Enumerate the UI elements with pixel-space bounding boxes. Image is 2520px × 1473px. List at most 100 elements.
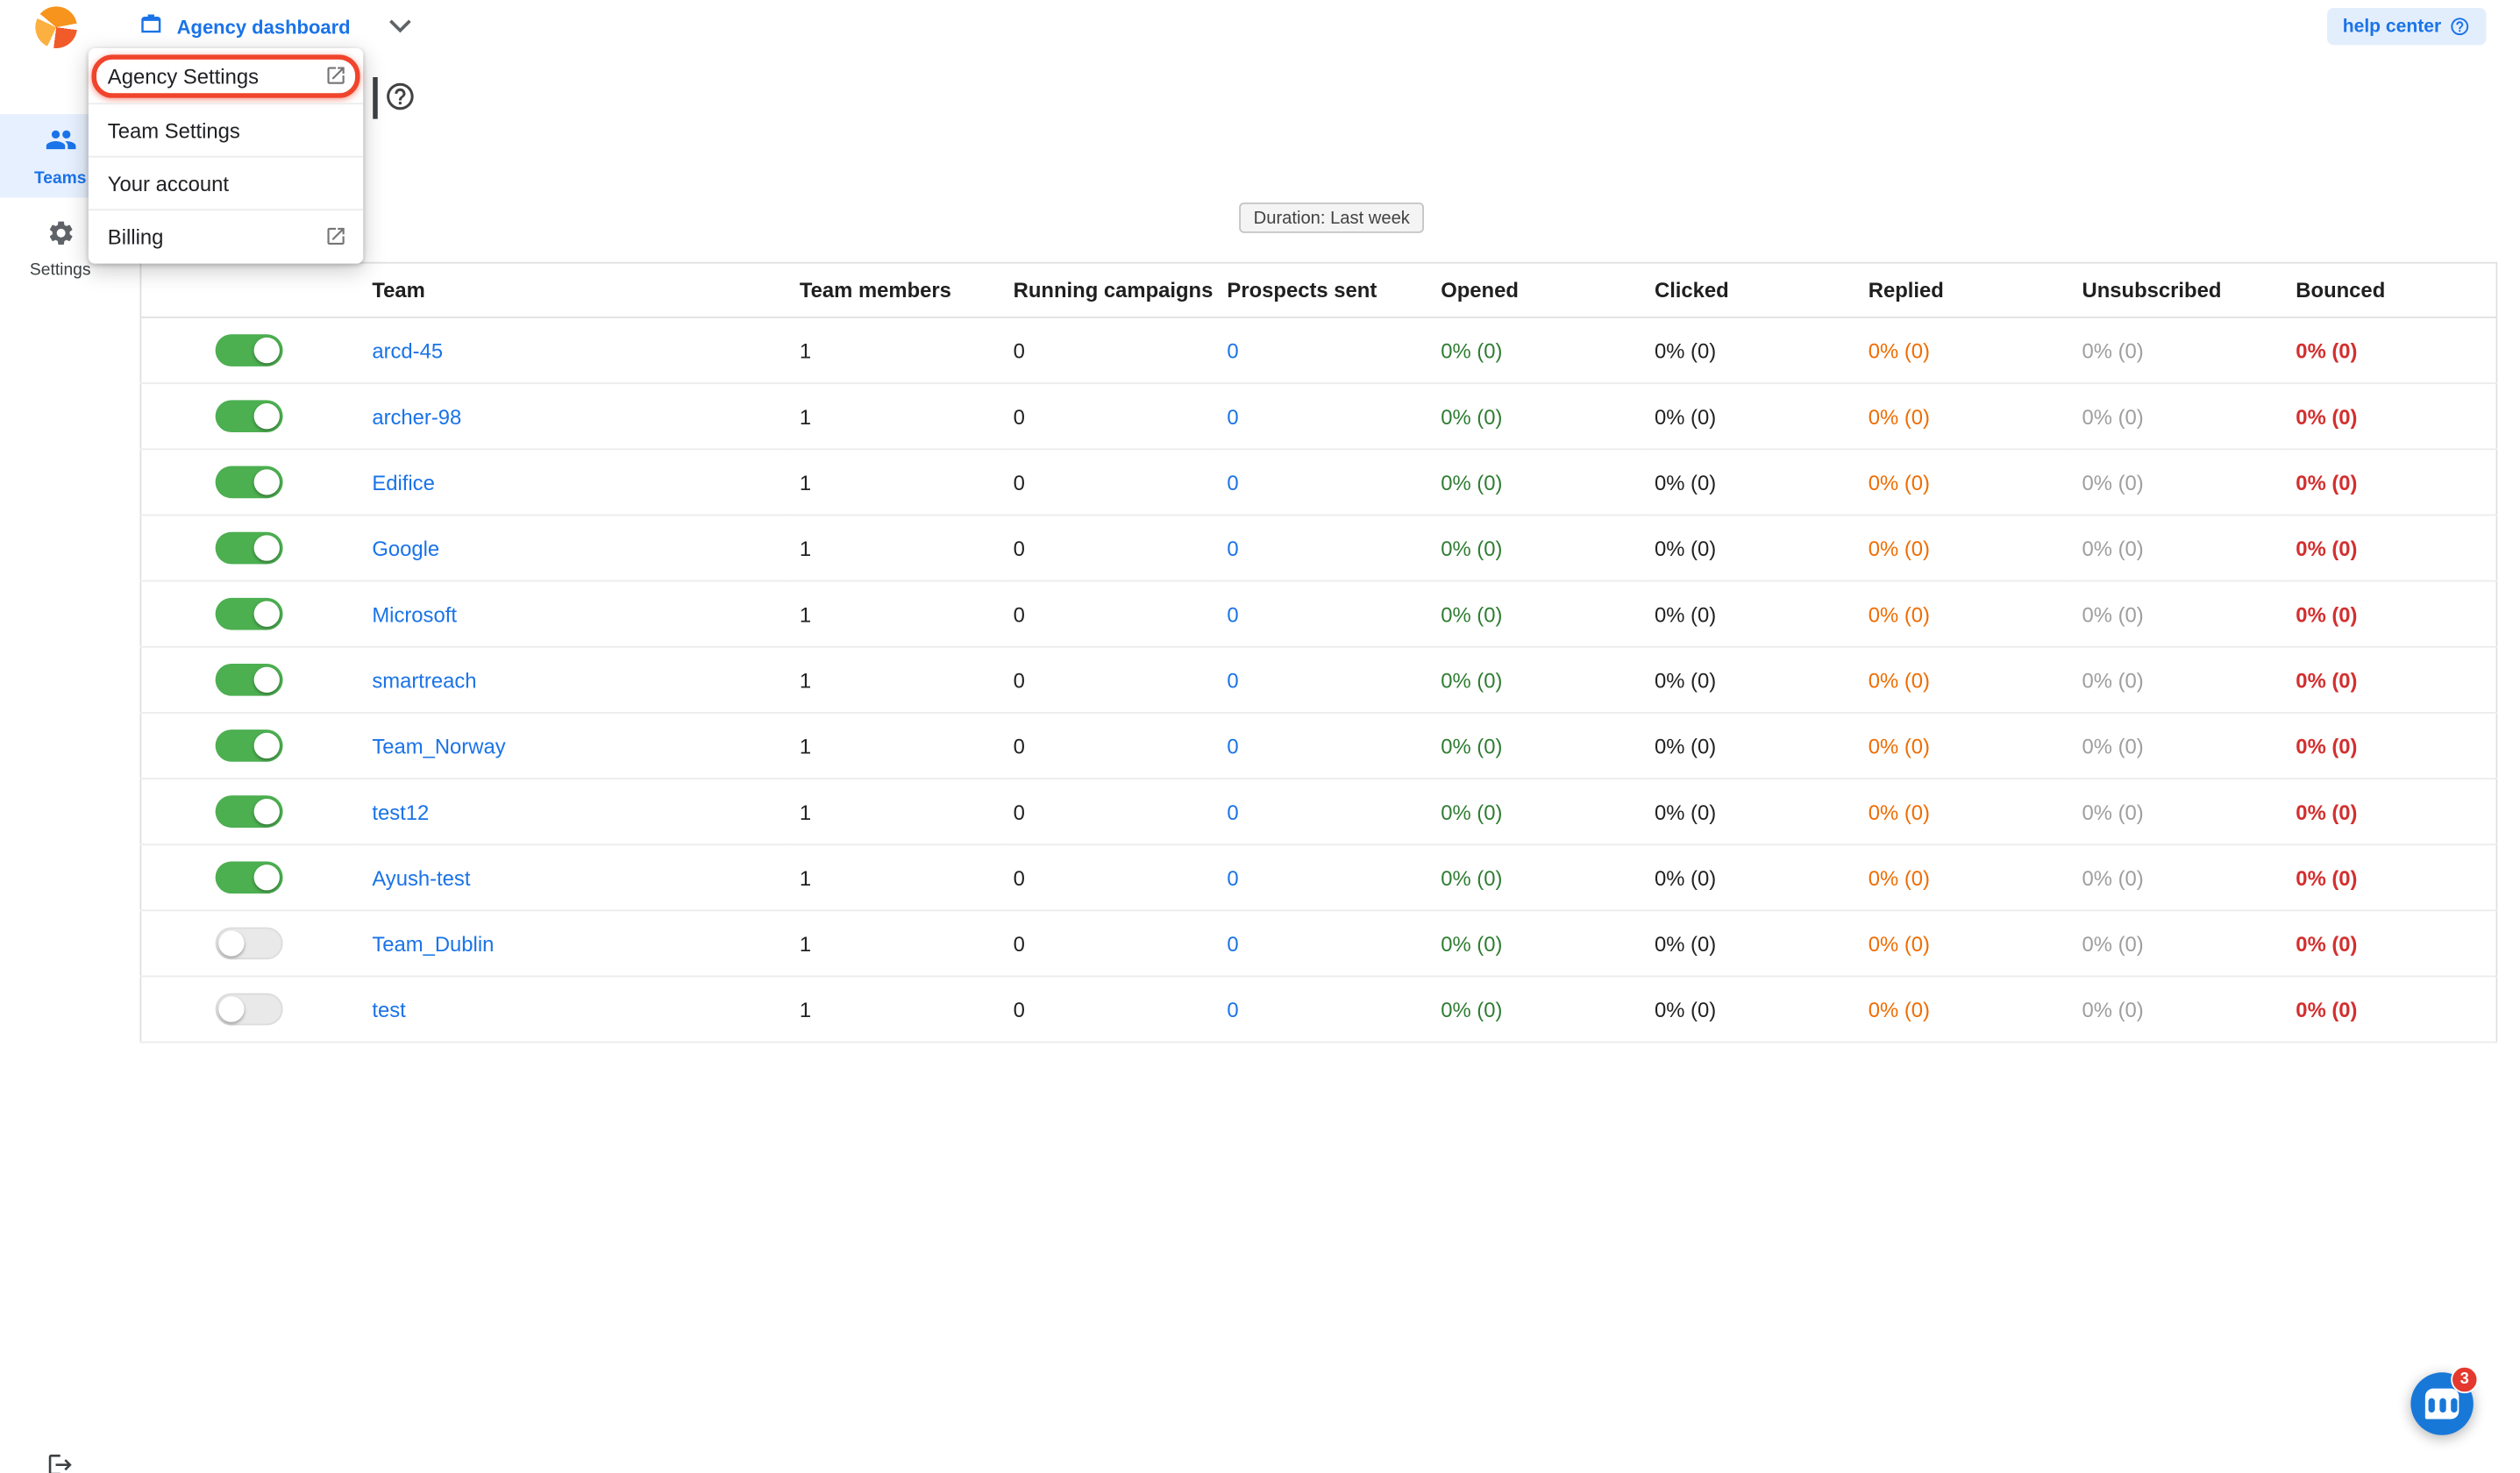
prospects-sent-link[interactable]: 0 — [1227, 667, 1239, 693]
team-toggle-cell — [140, 712, 356, 779]
prospects-sent-link[interactable]: 0 — [1227, 403, 1239, 429]
team-members-cell: 1 — [787, 779, 1000, 846]
team-enabled-toggle[interactable] — [215, 795, 283, 828]
table-row: Google 1 0 0 0% (0) 0% (0) 0% (0) 0% (0) 0% (0) — [140, 515, 2497, 582]
chat-unread-badge: 3 — [2451, 1365, 2479, 1394]
team-toggle-cell — [140, 317, 356, 385]
prospects-sent-cell: 0 — [1214, 580, 1428, 648]
team-enabled-toggle[interactable] — [215, 597, 283, 630]
bounced-cell: 0% (0) — [2282, 449, 2497, 516]
team-enabled-toggle[interactable] — [215, 334, 283, 366]
team-enabled-toggle[interactable] — [215, 861, 283, 894]
team-link[interactable]: Team_Norway — [372, 733, 506, 758]
duration-filter[interactable]: Duration: Last week — [1239, 202, 1425, 233]
team-enabled-toggle[interactable] — [215, 531, 283, 565]
team-enabled-toggle[interactable] — [215, 400, 283, 433]
clicked-cell: 0% (0) — [1641, 646, 1856, 714]
prospects-sent-link[interactable]: 0 — [1227, 931, 1239, 956]
table-row: Team_Norway 1 0 0 0% (0) 0% (0) 0% (0) 0% (0) 0%… — [140, 712, 2497, 779]
prospects-sent-cell: 0 — [1214, 515, 1428, 582]
bounced-cell: 0% (0) — [2282, 779, 2497, 846]
unsubscribed-cell: 0% (0) — [2068, 449, 2283, 516]
briefcase-icon — [139, 11, 164, 44]
replied-cell: 0% (0) — [1855, 646, 2069, 714]
prospects-sent-link[interactable]: 0 — [1227, 799, 1239, 824]
prospects-sent-link[interactable]: 0 — [1227, 338, 1239, 363]
prospects-sent-cell: 0 — [1214, 712, 1428, 779]
running-campaigns-cell: 0 — [1000, 449, 1214, 516]
unsubscribed-cell: 0% (0) — [2068, 712, 2283, 779]
team-cell: Microsoft — [355, 580, 787, 648]
table-row: Microsoft 1 0 0 0% (0) 0% (0) 0% (0) 0% (0) 0% (… — [140, 580, 2497, 648]
team-members-cell: 1 — [787, 515, 1000, 582]
prospects-sent-link[interactable]: 0 — [1227, 536, 1239, 560]
page-help-icon[interactable] — [384, 81, 416, 121]
prospects-sent-link[interactable]: 0 — [1227, 601, 1239, 626]
chat-launcher[interactable]: 3 — [2410, 1365, 2479, 1435]
bounced-cell: 0% (0) — [2282, 317, 2497, 385]
prospects-sent-link[interactable]: 0 — [1227, 865, 1239, 890]
team-link[interactable]: Ayush-test — [372, 865, 471, 890]
workspace-switcher[interactable]: Agency dashboard — [139, 8, 412, 46]
unsubscribed-cell: 0% (0) — [2068, 317, 2283, 385]
prospects-sent-link[interactable]: 0 — [1227, 997, 1239, 1021]
teams-table-body: arcd-45 1 0 0 0% (0) 0% (0) 0% (0) 0% (0) 0% (0)… — [140, 317, 2497, 1043]
team-link[interactable]: arcd-45 — [372, 338, 444, 363]
team-cell: arcd-45 — [355, 317, 787, 385]
table-row: test12 1 0 0 0% (0) 0% (0) 0% (0) 0% (0) 0% (0) — [140, 779, 2497, 846]
unsubscribed-cell: 0% (0) — [2068, 646, 2283, 714]
team-link[interactable]: test — [372, 997, 406, 1021]
team-members-cell: 1 — [787, 580, 1000, 648]
team-enabled-toggle[interactable] — [215, 466, 283, 499]
unsubscribed-cell: 0% (0) — [2068, 779, 2283, 846]
menu-item-your-account[interactable]: Your account — [88, 155, 364, 209]
column-header: Prospects sent — [1214, 262, 1428, 318]
menu-item-team-settings[interactable]: Team Settings — [88, 103, 364, 155]
question-circle-icon — [2449, 16, 2470, 37]
column-header: Team — [355, 262, 787, 318]
opened-cell: 0% (0) — [1427, 646, 1642, 714]
team-enabled-toggle[interactable] — [215, 993, 283, 1026]
running-campaigns-cell: 0 — [1000, 779, 1214, 846]
table-row: archer-98 1 0 0 0% (0) 0% (0) 0% (0) 0% (0) 0% (… — [140, 383, 2497, 451]
team-enabled-toggle[interactable] — [215, 663, 283, 696]
chat-icon — [2424, 1388, 2459, 1420]
prospects-sent-link[interactable]: 0 — [1227, 470, 1239, 495]
team-toggle-cell — [140, 646, 356, 714]
clicked-cell: 0% (0) — [1641, 844, 1856, 912]
team-link[interactable]: Edifice — [372, 470, 435, 495]
running-campaigns-cell: 0 — [1000, 976, 1214, 1043]
account-menu: Agency Settings Team Settings Your accou… — [88, 47, 364, 264]
team-enabled-toggle[interactable] — [215, 927, 283, 960]
running-campaigns-cell: 0 — [1000, 712, 1214, 779]
team-link[interactable]: Google — [372, 536, 440, 560]
sidebar-item-settings[interactable]: Settings — [0, 206, 120, 293]
menu-item-agency-settings[interactable]: Agency Settings — [89, 50, 363, 103]
team-link[interactable]: Team_Dublin — [372, 931, 495, 956]
unsubscribed-cell: 0% (0) — [2068, 580, 2283, 648]
smartreach-logo[interactable] — [35, 6, 77, 48]
running-campaigns-cell: 0 — [1000, 910, 1214, 978]
help-center-button[interactable]: help center — [2326, 8, 2487, 46]
clicked-cell: 0% (0) — [1641, 449, 1856, 516]
prospects-sent-link[interactable]: 0 — [1227, 733, 1239, 758]
team-enabled-toggle[interactable] — [215, 729, 283, 762]
chevron-down-icon — [389, 13, 412, 42]
prospects-sent-cell: 0 — [1214, 383, 1428, 451]
team-link[interactable]: smartreach — [372, 667, 477, 693]
team-link[interactable]: archer-98 — [372, 403, 462, 429]
running-campaigns-cell: 0 — [1000, 580, 1214, 648]
external-link-icon — [324, 225, 347, 253]
menu-item-billing[interactable]: Billing — [88, 209, 364, 261]
teams-icon — [44, 124, 76, 164]
unsubscribed-cell: 0% (0) — [2068, 910, 2283, 978]
team-link[interactable]: Microsoft — [372, 601, 457, 626]
gear-icon — [46, 218, 75, 255]
team-cell: test12 — [355, 779, 787, 846]
team-cell: test — [355, 976, 787, 1043]
team-link[interactable]: test12 — [372, 799, 430, 824]
bounced-cell: 0% (0) — [2282, 976, 2497, 1043]
opened-cell: 0% (0) — [1427, 449, 1642, 516]
logout-button[interactable]: Log Out — [0, 1438, 120, 1473]
team-toggle-cell — [140, 383, 356, 451]
